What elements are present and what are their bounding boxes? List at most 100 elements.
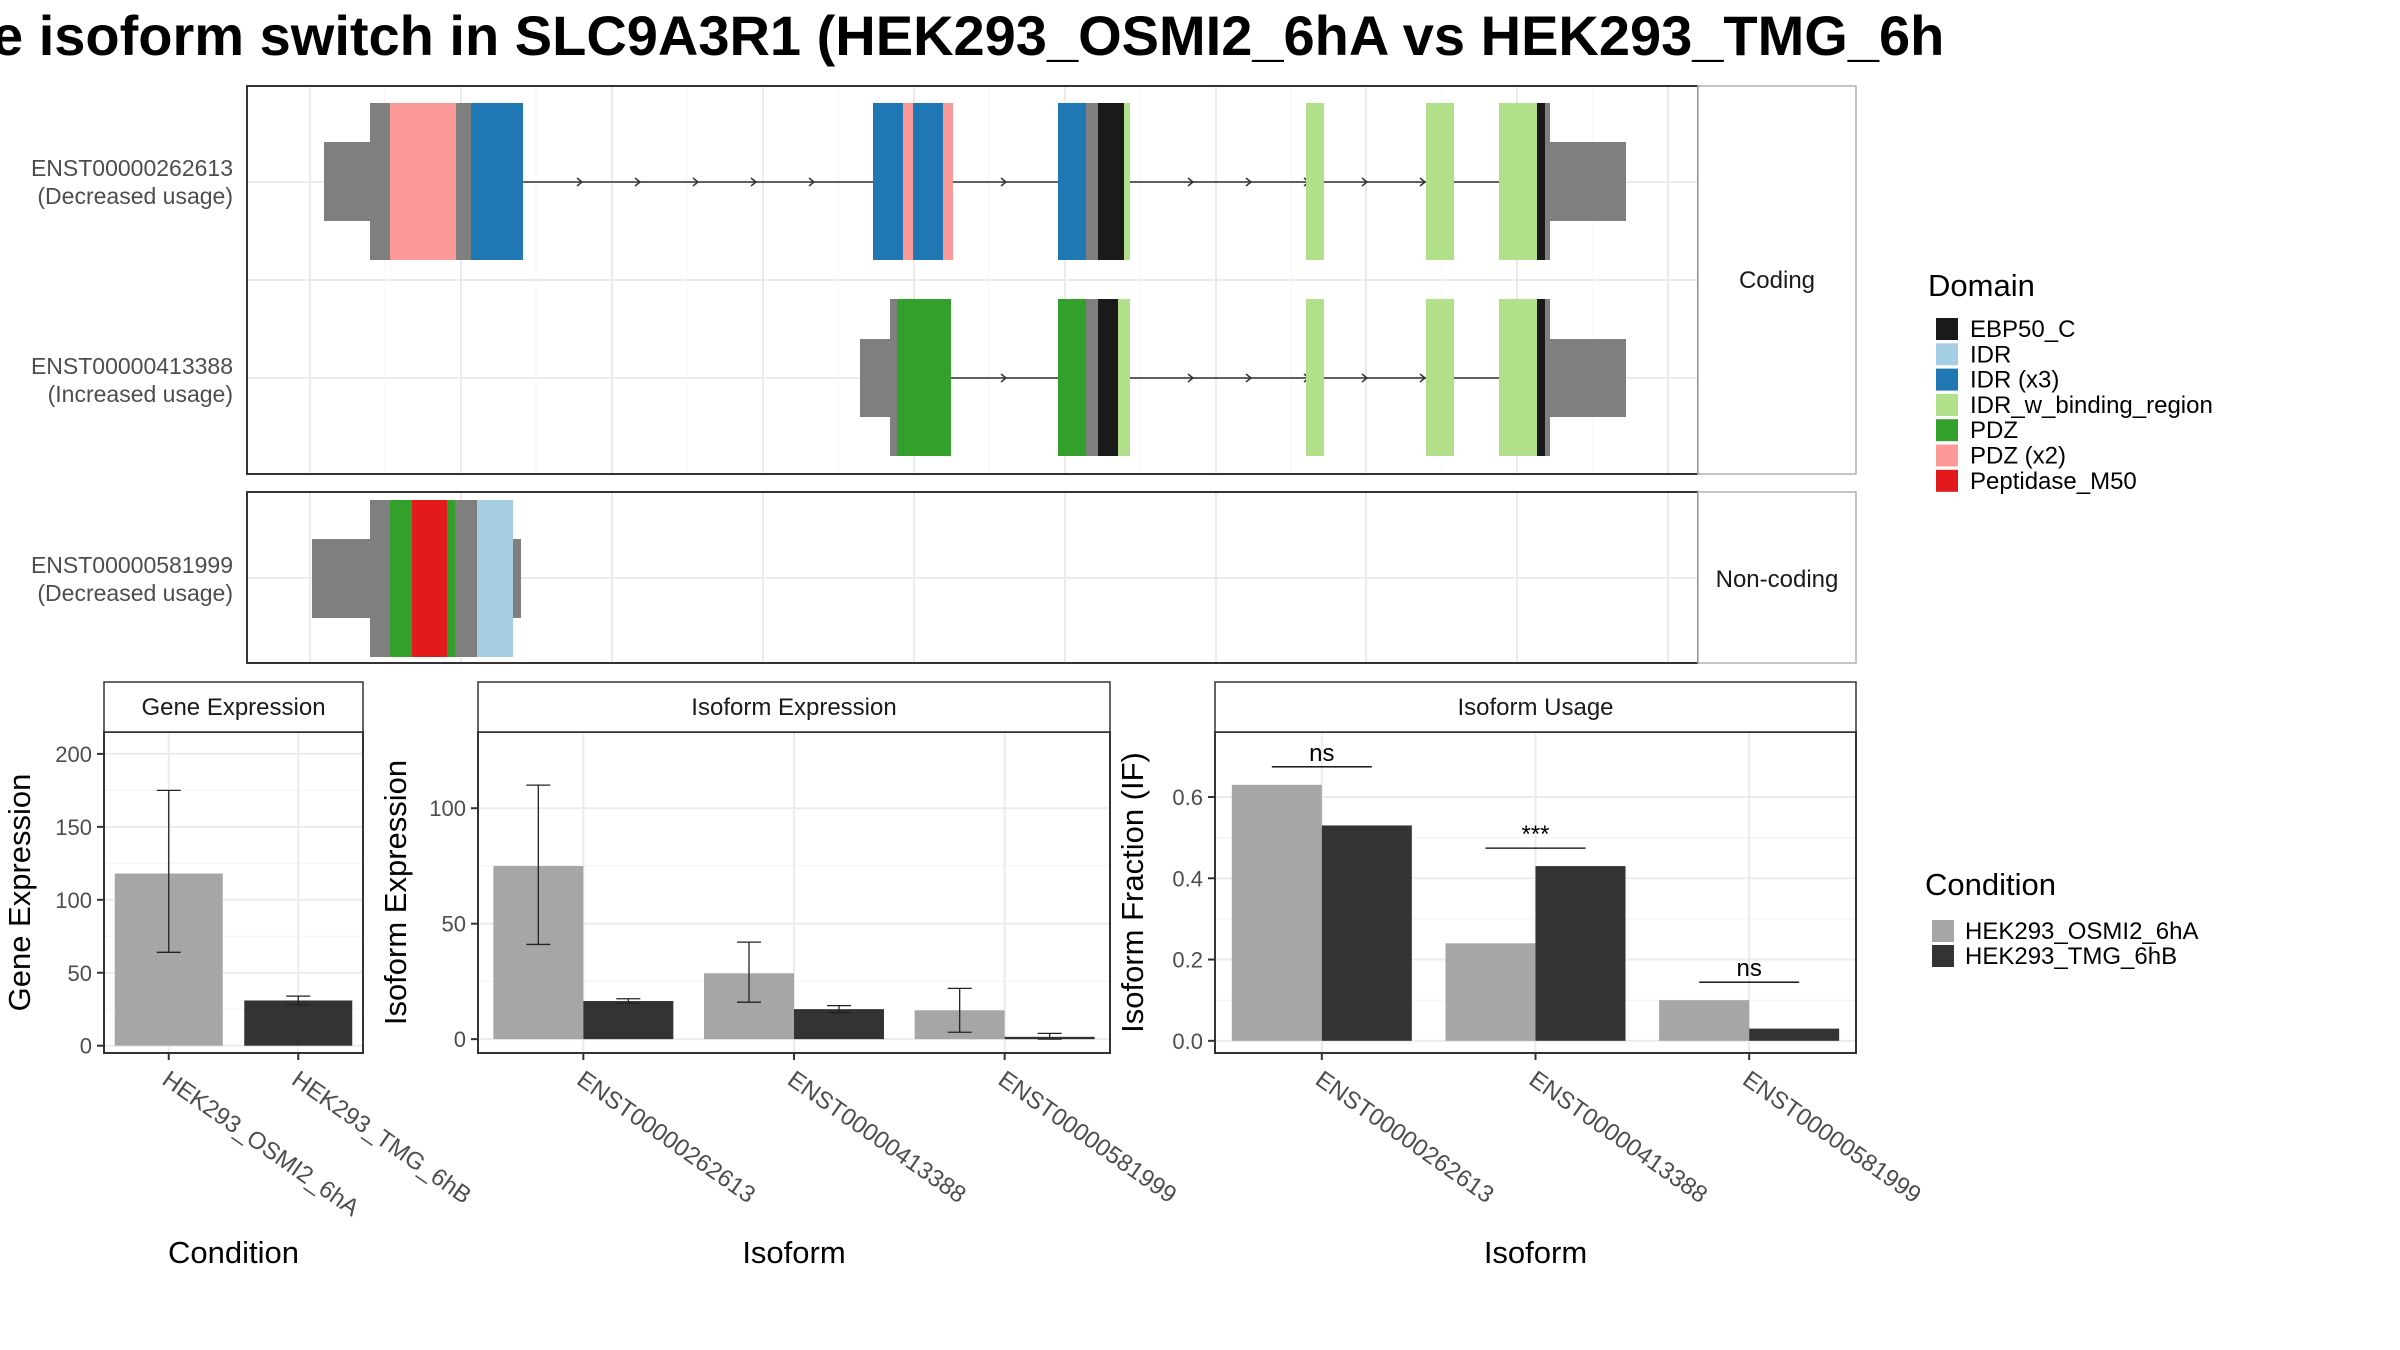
bar xyxy=(244,1000,353,1046)
domain-pdz xyxy=(897,299,951,456)
transcript-id-label: ENST00000413388 xyxy=(31,353,233,379)
exon-block xyxy=(513,539,521,618)
y-tick-label: 150 xyxy=(55,815,92,840)
domain-idr-x3 xyxy=(1058,103,1086,260)
domain-peptidase-m50 xyxy=(412,500,447,657)
legend-key-swatch xyxy=(1936,469,1958,492)
y-tick-label: 200 xyxy=(55,742,92,767)
y-tick-label: 100 xyxy=(55,888,92,913)
legend-key-swatch xyxy=(1936,393,1958,416)
utr-block xyxy=(312,539,370,618)
domain-idr-w-binding-region xyxy=(1499,299,1537,456)
transcript-usage-label: (Increased usage) xyxy=(48,381,233,407)
isoform-usage-chart: Isoform Usage 0.0 0.2 0.4 0.6 ENST00000262613… xyxy=(1115,681,1926,1270)
domain-idr-x3 xyxy=(873,103,903,260)
exon-block xyxy=(1545,103,1550,260)
domain-pdz-x2 xyxy=(943,103,953,260)
y-tick-label: 0.2 xyxy=(1172,948,1203,973)
exon-block xyxy=(1086,299,1098,456)
exon-block xyxy=(370,500,390,657)
y-tick-label: 0.0 xyxy=(1172,1029,1203,1054)
panel-strip xyxy=(477,681,1111,733)
exon-block xyxy=(455,500,477,657)
domain-ebp50-c xyxy=(1537,299,1545,456)
coding-strip xyxy=(1697,85,1857,475)
panel-strip-title: Isoform Expression xyxy=(691,694,896,721)
panel-strip xyxy=(103,681,364,733)
legend-key-label: PDZ (x2) xyxy=(1970,443,2066,470)
legend-key-swatch xyxy=(1932,920,1954,942)
transcript-ENST00000413388 xyxy=(860,299,1626,456)
domain-idr-w-binding-region xyxy=(1306,103,1324,260)
x-tick-label: ENST00000262613 xyxy=(1310,1066,1498,1209)
domain-ebp50-c xyxy=(1098,299,1118,456)
panel-strip xyxy=(1214,681,1857,733)
transcript-id-label: ENST00000581999 xyxy=(31,552,233,578)
legend-key-swatch xyxy=(1936,343,1958,366)
utr-block xyxy=(1550,142,1626,221)
intron-arrows xyxy=(576,177,1427,187)
legend-key-swatch xyxy=(1936,368,1958,391)
domain-pdz-x2 xyxy=(903,103,913,260)
x-tick-label: ENST00000581999 xyxy=(993,1066,1181,1209)
bar xyxy=(1659,1000,1750,1041)
exon-block xyxy=(890,299,897,456)
utr-block xyxy=(860,339,890,417)
legend-key-swatch xyxy=(1936,419,1958,442)
y-tick-label: 0 xyxy=(80,1034,92,1059)
transcript-structure-panel: Coding Non-coding xyxy=(31,85,1857,664)
domain-idr-w-binding-region xyxy=(1426,103,1454,260)
bar xyxy=(1321,825,1412,1041)
legend-key-swatch xyxy=(1936,444,1958,467)
condition-legend-title: Condition xyxy=(1925,867,2056,902)
domain-idr-w-binding-region xyxy=(1306,299,1324,456)
y-tick-label: 100 xyxy=(429,796,466,821)
y-tick-label: 0.4 xyxy=(1172,866,1203,891)
legend-key-swatch xyxy=(1936,318,1958,340)
legend-key-label: IDR (x3) xyxy=(1970,367,2059,394)
legend-key-label: Peptidase_M50 xyxy=(1970,468,2137,495)
y-tick-label: 50 xyxy=(68,961,92,986)
significance-label: ns xyxy=(1736,955,1761,982)
legend-key-label: HEK293_OSMI2_6hA xyxy=(1965,918,2198,945)
transcript-usage-label: (Decreased usage) xyxy=(37,580,233,606)
facet-label-noncoding: Non-coding xyxy=(1716,566,1839,593)
domain-pdz xyxy=(1058,299,1086,456)
x-tick-label: ENST00000413388 xyxy=(783,1066,971,1209)
transcript-labels: ENST00000262613 (Decreased usage) ENST00… xyxy=(31,155,233,606)
domain-ebp50-c xyxy=(1098,103,1124,260)
exon-block xyxy=(456,103,471,260)
exon-block xyxy=(370,103,390,260)
domain-pdz-x2 xyxy=(390,103,456,260)
figure-title: e isoform switch in SLC9A3R1 (HEK293_OSM… xyxy=(0,4,1944,67)
legend-key-label: IDR xyxy=(1970,341,2011,368)
domain-pdz xyxy=(390,500,412,657)
domain-idr-w-binding-region xyxy=(1124,103,1130,260)
transcript-id-label: ENST00000262613 xyxy=(31,155,233,181)
transcript-usage-label: (Decreased usage) xyxy=(37,183,233,209)
domain-idr xyxy=(477,500,513,657)
legend-key-label: PDZ xyxy=(1970,417,2018,444)
intron-arrows xyxy=(1000,373,1427,383)
domain-idr-w-binding-region xyxy=(1426,299,1454,456)
exon-block xyxy=(1086,103,1098,260)
domain-idr-w-binding-region xyxy=(1118,299,1130,456)
bar xyxy=(1749,1028,1840,1041)
domain-idr-x3 xyxy=(471,103,523,260)
bar xyxy=(794,1009,884,1040)
x-tick-label: ENST00000413388 xyxy=(1524,1066,1712,1209)
utr-block xyxy=(324,142,370,221)
y-tick-label: 50 xyxy=(442,912,466,937)
bar xyxy=(1231,784,1322,1041)
y-axis-title: Gene Expression xyxy=(2,774,37,1012)
x-axis-title: Condition xyxy=(168,1235,299,1270)
panel-strip-title: Gene Expression xyxy=(141,694,325,721)
bar xyxy=(1535,866,1626,1041)
domain-legend-title: Domain xyxy=(1928,268,2035,303)
x-axis-title: Isoform xyxy=(742,1235,845,1270)
significance-label: *** xyxy=(1521,821,1549,848)
transcript-ENST00000262613 xyxy=(324,103,1626,260)
